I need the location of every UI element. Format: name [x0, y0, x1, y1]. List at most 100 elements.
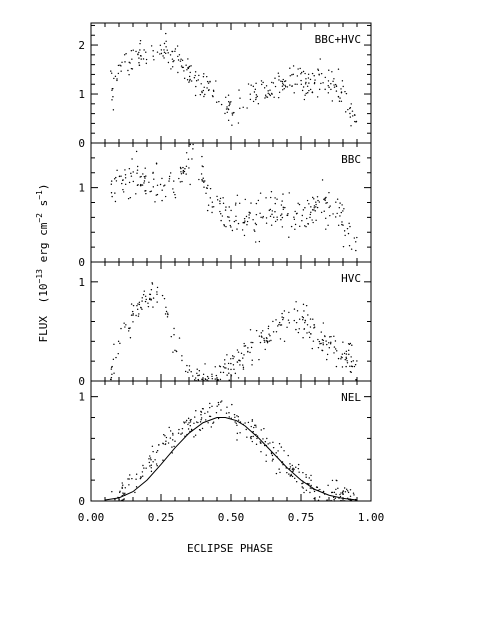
data-point: [276, 198, 278, 200]
y-axis-title-exp-s: −1: [35, 190, 44, 200]
data-point: [335, 493, 337, 496]
data-point: [329, 343, 332, 345]
data-point: [345, 350, 348, 353]
data-point: [234, 421, 236, 423]
data-point: [303, 491, 305, 494]
data-point: [351, 344, 353, 346]
data-point: [355, 249, 357, 252]
data-point: [340, 358, 342, 360]
data-point: [265, 340, 267, 342]
data-point: [325, 202, 327, 204]
data-point: [178, 428, 180, 431]
data-point: [202, 89, 205, 92]
data-point: [256, 95, 258, 98]
data-point: [182, 166, 184, 169]
data-point: [139, 49, 141, 51]
data-point: [236, 424, 238, 427]
data-point: [308, 203, 310, 205]
data-point: [173, 334, 175, 336]
data-point: [262, 438, 264, 440]
data-point: [141, 297, 143, 299]
data-point: [330, 335, 332, 338]
data-point: [220, 103, 223, 106]
data-point: [244, 422, 246, 424]
data-point: [333, 498, 335, 501]
data-point: [151, 445, 154, 448]
data-point: [155, 162, 158, 164]
data-point: [268, 340, 271, 342]
y-axis-title: FLUX (10−13 erg cm−2 s−1): [35, 184, 50, 343]
data-point: [249, 351, 251, 354]
data-point: [252, 341, 254, 344]
panel-frame: [90, 380, 372, 502]
data-point: [350, 365, 353, 367]
data-point: [202, 76, 205, 78]
data-point: [350, 103, 352, 105]
data-point: [122, 484, 124, 486]
y-axis-title-flux: FLUX: [37, 316, 50, 343]
data-point: [224, 112, 226, 115]
data-point: [277, 450, 279, 452]
data-point: [237, 419, 240, 421]
data-point: [263, 427, 265, 430]
data-point: [315, 203, 317, 206]
data-point: [169, 437, 172, 439]
data-point: [213, 90, 215, 93]
data-point: [185, 152, 188, 154]
data-point: [274, 197, 276, 199]
data-point: [320, 82, 322, 85]
data-point: [305, 304, 308, 307]
data-point: [275, 472, 278, 475]
data-point: [328, 206, 330, 209]
data-point: [156, 184, 159, 186]
data-point: [203, 186, 205, 188]
data-point: [342, 493, 344, 495]
data-point: [209, 81, 211, 83]
data-point: [120, 65, 122, 67]
data-point: [307, 223, 310, 225]
data-point: [281, 216, 284, 219]
data-point: [302, 303, 305, 306]
data-point: [171, 452, 173, 454]
data-point: [211, 211, 213, 214]
data-point: [354, 364, 357, 366]
data-point: [110, 376, 113, 379]
data-point: [135, 478, 137, 480]
data-point: [110, 368, 113, 370]
data-point: [194, 74, 196, 77]
data-point: [183, 70, 185, 72]
data-point: [245, 428, 247, 431]
data-point: [342, 245, 345, 248]
data-point: [274, 85, 277, 88]
data-point: [281, 200, 283, 202]
data-point: [145, 58, 148, 61]
data-point: [265, 217, 268, 219]
data-point: [282, 82, 284, 84]
data-point: [138, 62, 140, 64]
data-point: [311, 72, 314, 75]
data-point: [178, 337, 181, 339]
data-point: [180, 171, 182, 173]
data-point: [255, 424, 257, 426]
data-point: [301, 486, 303, 488]
data-point: [197, 374, 199, 377]
data-point: [323, 210, 325, 212]
data-point: [247, 347, 249, 349]
data-point: [262, 81, 264, 84]
data-point: [207, 184, 209, 187]
data-point: [271, 454, 274, 457]
data-point: [181, 66, 184, 69]
data-point: [302, 70, 305, 73]
data-point: [249, 329, 252, 331]
data-point: [190, 428, 193, 431]
data-point: [278, 443, 281, 445]
data-point: [199, 93, 202, 96]
data-point: [260, 451, 262, 453]
data-point: [339, 97, 341, 99]
data-point: [121, 486, 123, 489]
data-point: [348, 222, 350, 225]
data-point: [123, 498, 125, 500]
data-point: [250, 341, 252, 344]
data-point: [179, 166, 182, 169]
data-point: [174, 193, 176, 196]
